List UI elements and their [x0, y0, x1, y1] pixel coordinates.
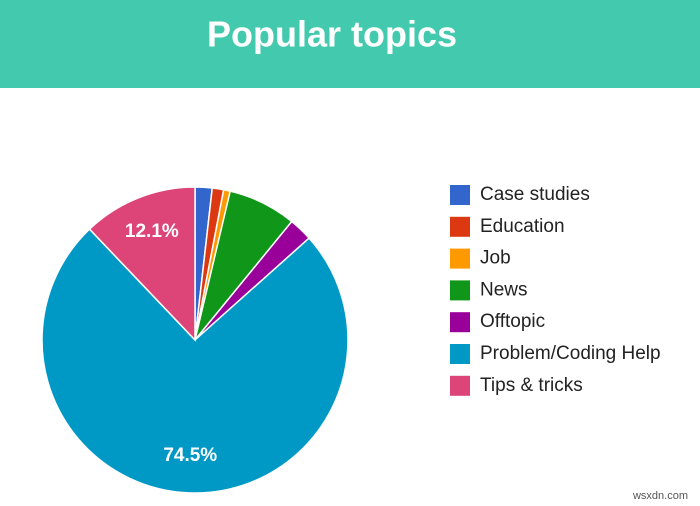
- data-label: 12.1%: [125, 221, 179, 242]
- legend-swatch: [450, 248, 470, 269]
- legend-label: Job: [480, 248, 511, 269]
- chart-title: Popular topics: [207, 14, 457, 55]
- pie-slice: [88, 186, 196, 342]
- legend-swatch: [450, 185, 470, 205]
- legend-label: News: [480, 279, 528, 300]
- legend-swatch: [450, 312, 470, 333]
- header-band: [0, 0, 700, 88]
- legend-swatch: [450, 280, 470, 301]
- legend-swatch: [450, 344, 470, 364]
- legend-label: Tips & tricks: [480, 375, 583, 396]
- legend-label: Case studies: [480, 184, 590, 205]
- legend-label: Education: [480, 216, 565, 237]
- legend-label: Offtopic: [480, 311, 545, 332]
- pie-slice: [41, 228, 349, 494]
- legend-swatch: [450, 216, 470, 237]
- legend-label: Problem/Coding Help: [480, 343, 661, 364]
- watermark: wsxdn.com: [632, 490, 688, 502]
- data-label: 74.5%: [163, 445, 217, 466]
- legend-swatch: [450, 375, 470, 396]
